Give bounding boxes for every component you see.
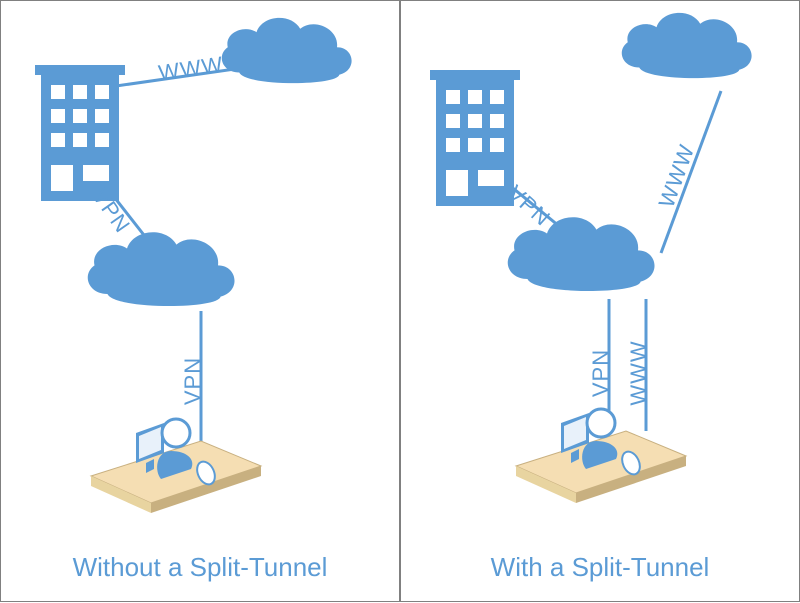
left-caption: Without a Split-Tunnel [1,552,399,583]
link-label-vpn: VPN [180,357,206,405]
right-diagram [401,1,800,603]
right-caption: With a Split-Tunnel [401,552,799,583]
left-panel: Without a Split-Tunnel WWWVPNVPN [0,0,400,602]
user-workstation-icon [91,419,261,513]
network-cloud-icon [508,217,655,291]
office-building-icon [35,65,125,201]
office-building-icon [430,70,520,206]
right-panel: With a Split-Tunnel VPNWWWVPNWWW [400,0,800,602]
link-label-www: WWW [626,340,652,405]
link-label-vpn: VPN [588,349,614,397]
network-cloud-icon [88,232,235,306]
user-workstation-icon [516,409,686,503]
left-diagram [1,1,401,603]
internet-cloud-icon [622,13,752,78]
internet-cloud-icon [222,18,352,83]
